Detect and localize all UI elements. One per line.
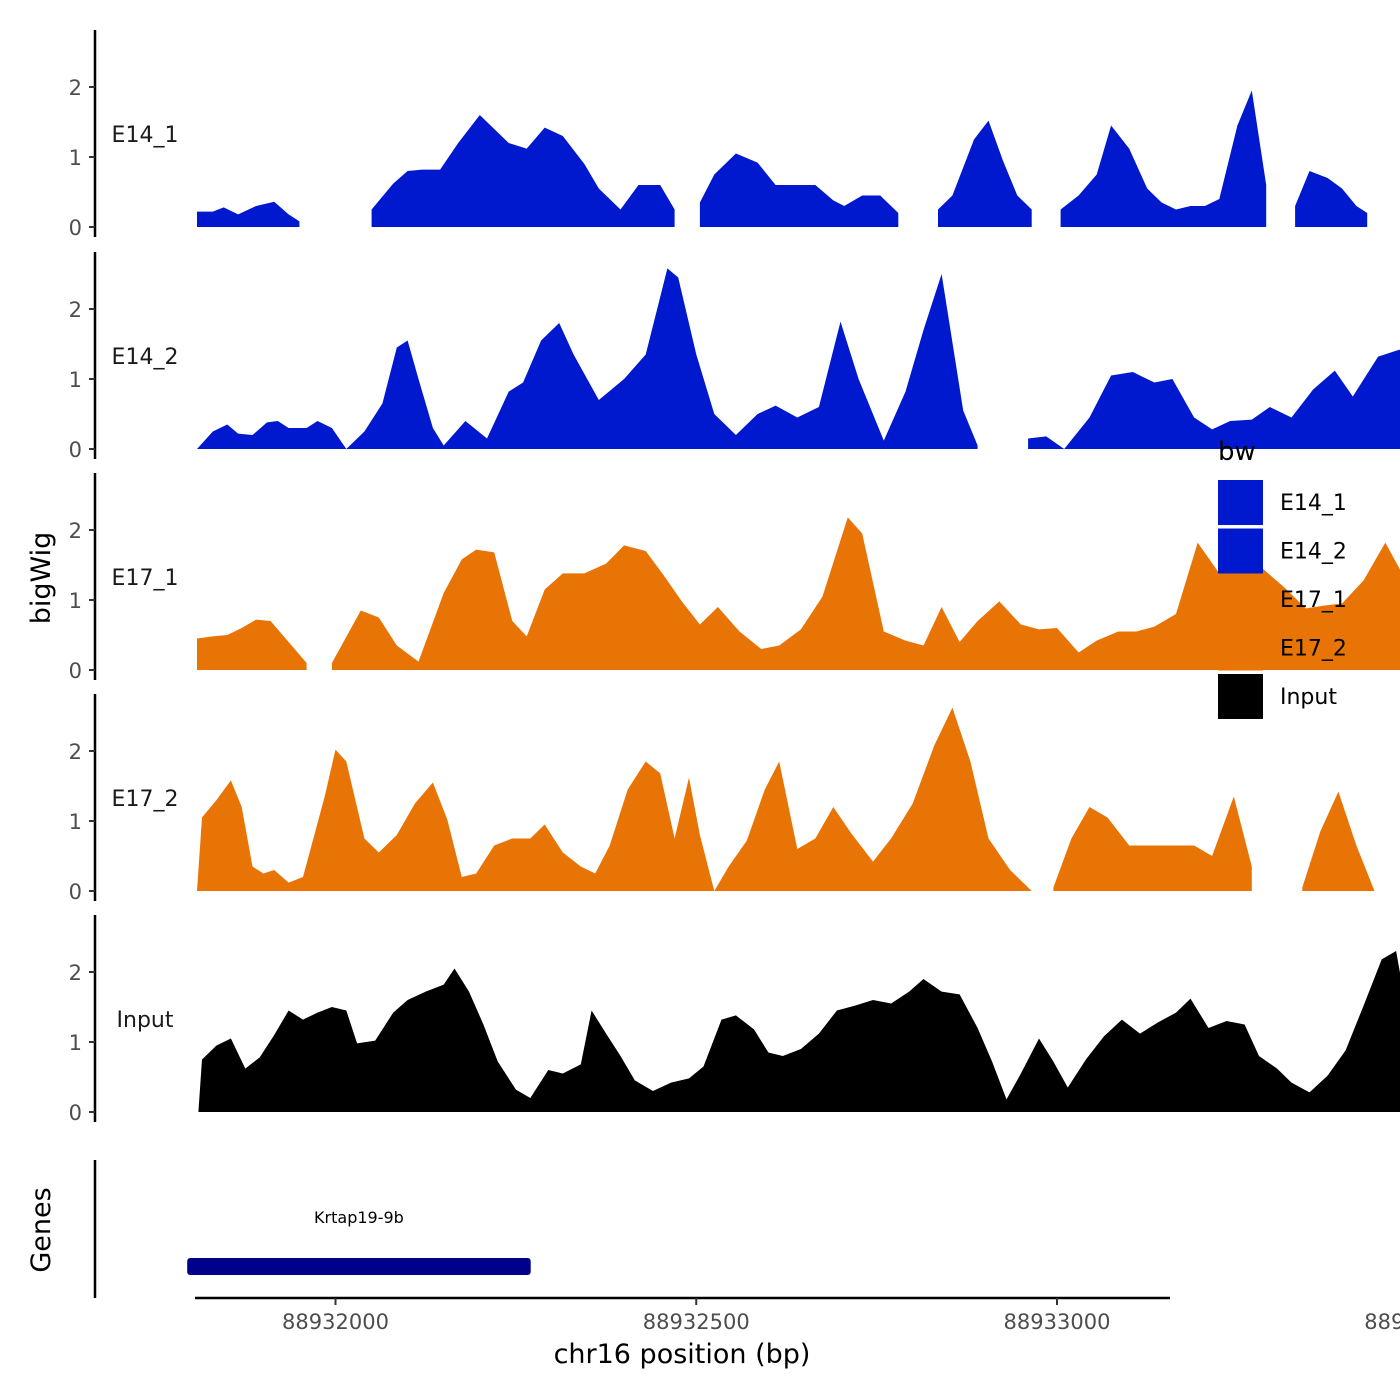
y-tick-label: 0 xyxy=(69,1101,82,1125)
legend-label: Input xyxy=(1280,685,1337,710)
track-label: E17_1 xyxy=(112,566,179,591)
legend-label: E17_1 xyxy=(1280,588,1347,613)
track-label: E14_2 xyxy=(112,345,179,370)
legend-label: E14_1 xyxy=(1280,491,1347,516)
track-label: Input xyxy=(117,1008,174,1033)
signal-area xyxy=(197,619,307,670)
track-e17-1: 0 1 2 E17_1 xyxy=(69,473,1400,683)
track-e17-2: 0 1 2 E17_2 xyxy=(69,694,1375,904)
x-tick-label: 88932500 xyxy=(643,1310,750,1334)
signal-area xyxy=(1295,171,1368,227)
signal-area xyxy=(198,951,1400,1112)
signal-area xyxy=(1302,791,1375,891)
track-e14-1: 0 1 2 E14_1 xyxy=(69,30,1368,240)
y-tick-label: 1 xyxy=(69,368,82,392)
track-label: E17_2 xyxy=(112,787,179,812)
y-axis-title: bigWig xyxy=(26,532,57,625)
legend-swatch xyxy=(1218,577,1263,622)
gene-bar xyxy=(187,1258,531,1275)
signal-area xyxy=(371,115,675,227)
signal-area xyxy=(197,201,300,227)
legend: bw E14_1 E14_2 E17_1 E17_2 Input xyxy=(1218,437,1347,719)
y-tick-label: 0 xyxy=(69,880,82,904)
y-tick-label: 2 xyxy=(69,298,82,322)
legend-swatch xyxy=(1218,480,1263,525)
signal-area xyxy=(699,153,899,227)
x-tick-label: 88932000 xyxy=(282,1310,389,1334)
legend-label: E17_2 xyxy=(1280,637,1347,662)
signal-area xyxy=(938,120,1032,227)
signal-area xyxy=(1060,90,1267,227)
y-tick-label: 1 xyxy=(69,146,82,170)
gene-track: Krtap19-9b xyxy=(93,1160,531,1298)
x-axis: 8893200088932500889330008893350088934000 xyxy=(195,1296,1400,1334)
legend-swatch xyxy=(1218,674,1263,719)
track-label: E14_1 xyxy=(112,123,179,148)
y-tick-label: 1 xyxy=(69,1031,82,1055)
genes-axis-title: Genes xyxy=(26,1187,57,1272)
legend-label: E14_2 xyxy=(1280,540,1347,565)
track-e14-2: 0 1 2 E14_2 xyxy=(69,252,1400,462)
signal-area xyxy=(1028,349,1400,449)
y-tick-label: 1 xyxy=(69,589,82,613)
x-tick-label: 88933500 xyxy=(1364,1310,1400,1334)
y-tick-label: 0 xyxy=(69,438,82,462)
signal-area xyxy=(197,707,1032,891)
y-tick-label: 0 xyxy=(69,216,82,240)
y-tick-label: 1 xyxy=(69,810,82,834)
track-input: 0 1 2 Input xyxy=(69,915,1400,1125)
x-axis-title: chr16 position (bp) xyxy=(554,1339,811,1370)
legend-swatch xyxy=(1218,528,1263,574)
y-tick-label: 2 xyxy=(69,961,82,985)
gene-label: Krtap19-9b xyxy=(314,1208,404,1227)
legend-title: bw xyxy=(1218,437,1256,467)
y-tick-label: 2 xyxy=(69,740,82,764)
y-tick-label: 2 xyxy=(69,519,82,543)
legend-swatch xyxy=(1218,625,1263,671)
x-tick-label: 88933000 xyxy=(1004,1310,1111,1334)
legend-items: E14_1 E14_2 E17_1 E17_2 Input xyxy=(1218,480,1347,719)
signal-area xyxy=(1053,796,1252,891)
tracks-layer: 0 1 2 E14_1 0 1 2 E14_2 0 1 2 E17_1 0 1 2 E17_2 0 1 2 Input xyxy=(69,30,1400,1125)
signal-area xyxy=(331,517,1400,670)
y-tick-label: 2 xyxy=(69,76,82,100)
y-tick-label: 0 xyxy=(69,659,82,683)
signal-area xyxy=(197,268,978,449)
